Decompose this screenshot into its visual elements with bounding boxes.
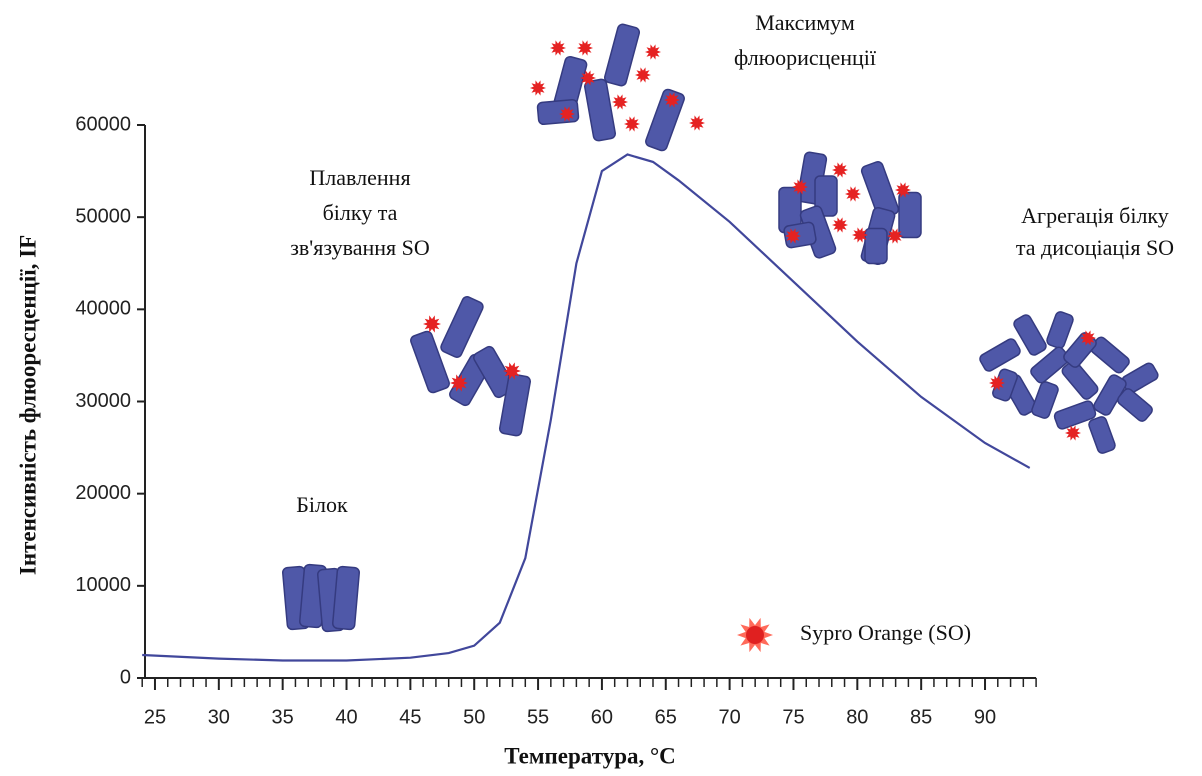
dye-marker <box>832 162 848 177</box>
protein-illustrations <box>282 23 1159 652</box>
x-tick-label: 90 <box>974 706 996 728</box>
y-axis-title: Інтенсивність флюоресценції, IF <box>15 235 40 575</box>
dye-marker <box>845 186 861 201</box>
helix <box>537 99 579 124</box>
helix <box>604 23 641 87</box>
legend-marker-core <box>746 626 764 644</box>
x-tick-label: 60 <box>591 706 613 728</box>
dye-marker <box>635 67 651 82</box>
dye-marker <box>832 217 848 232</box>
dye-marker <box>624 116 640 131</box>
dye-marker <box>550 40 566 55</box>
y-tick-label: 10000 <box>75 574 131 596</box>
dye-marker <box>423 315 441 332</box>
helix <box>978 337 1022 373</box>
annotation: Агрегація білку <box>1021 203 1169 228</box>
x-tick-label: 55 <box>527 706 549 728</box>
helix <box>1088 415 1117 454</box>
x-tick-label: 70 <box>718 706 740 728</box>
dye-marker <box>530 80 546 95</box>
helix <box>865 229 887 264</box>
x-tick-label: 25 <box>144 706 166 728</box>
x-tick-label: 80 <box>846 706 868 728</box>
x-tick-label: 30 <box>208 706 230 728</box>
y-tick-label: 20000 <box>75 482 131 504</box>
x-tick-label: 75 <box>782 706 804 728</box>
helix <box>439 295 484 359</box>
helix <box>584 79 616 142</box>
annotation: Білок <box>296 492 348 517</box>
x-tick-label: 50 <box>463 706 485 728</box>
x-tick-label: 45 <box>399 706 421 728</box>
helix <box>899 193 921 238</box>
x-tick-label: 65 <box>655 706 677 728</box>
legend-label: Sypro Orange (SO) <box>800 620 971 645</box>
x-tick-label: 40 <box>335 706 357 728</box>
x-axis-title: Температура, °C <box>504 743 676 768</box>
annotation: флюорисценції <box>734 45 877 70</box>
helix <box>644 88 685 152</box>
dye-marker <box>645 44 661 59</box>
helix <box>1060 359 1100 401</box>
annotation: білку та <box>323 200 398 225</box>
helix <box>1046 310 1075 349</box>
y-tick-label: 40000 <box>75 298 131 320</box>
dye-marker <box>689 115 705 130</box>
y-tick-label: 0 <box>120 666 131 688</box>
annotation: Максимум <box>755 10 855 35</box>
dye-marker <box>577 40 593 55</box>
y-tick-label: 60000 <box>75 113 131 135</box>
dye-marker <box>612 94 628 109</box>
helix <box>332 566 359 630</box>
annotation: Плавлення <box>309 165 410 190</box>
y-tick-label: 50000 <box>75 205 131 227</box>
annotation: зв'язування SO <box>290 235 430 260</box>
annotation: та дисоціація SO <box>1016 235 1174 260</box>
y-tick-label: 30000 <box>75 390 131 412</box>
x-tick-label: 35 <box>272 706 294 728</box>
x-tick-label: 85 <box>910 706 932 728</box>
chart: Температура, °C Інтенсивність флюоресцен… <box>0 0 1202 776</box>
